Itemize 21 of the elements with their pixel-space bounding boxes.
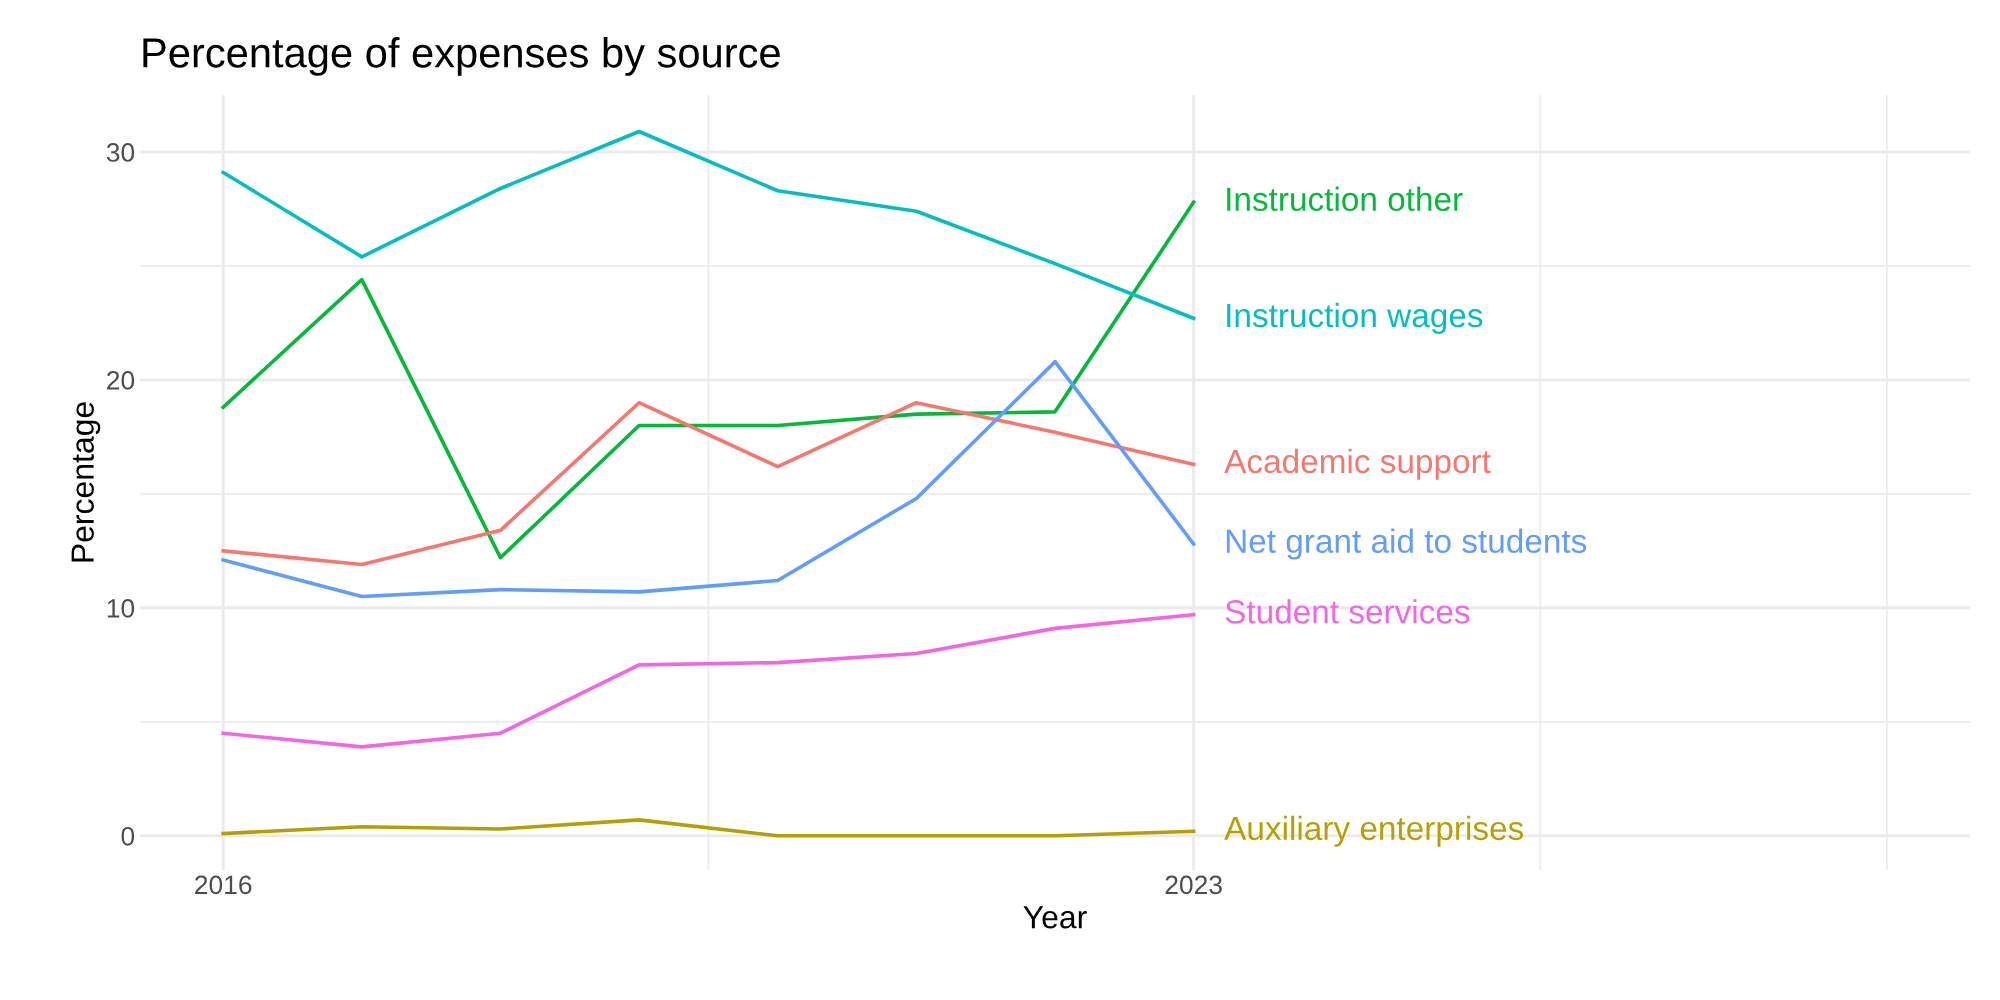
x-axis-title: Year (1023, 906, 1087, 929)
y-tick-label: 30 (106, 143, 135, 162)
y-axis-title: Percentage (71, 402, 101, 562)
y-tick-label: 10 (107, 599, 135, 618)
series-label: Instruction other (1227, 186, 1463, 212)
line-series (221, 612, 1196, 749)
series-label: Net grant aid to students (1226, 528, 1587, 560)
y-tick-label: 0 (121, 826, 135, 846)
x-tick-label: 2016 (195, 875, 252, 895)
x-tick-label: 2023 (1165, 875, 1222, 895)
line-series (221, 200, 1196, 560)
line-series (221, 359, 1196, 599)
series-label: Auxiliary enterprises (1224, 815, 1524, 847)
chart-title: Percentage of expenses by source (143, 37, 780, 76)
series-label: Student services (1225, 599, 1470, 624)
line-series (221, 129, 1196, 321)
line-series (221, 818, 1196, 838)
series-label: Academic support (1224, 448, 1491, 480)
line-series (221, 400, 1196, 567)
series-label: Instruction wages (1227, 302, 1483, 334)
y-tick-label: 20 (107, 371, 135, 390)
